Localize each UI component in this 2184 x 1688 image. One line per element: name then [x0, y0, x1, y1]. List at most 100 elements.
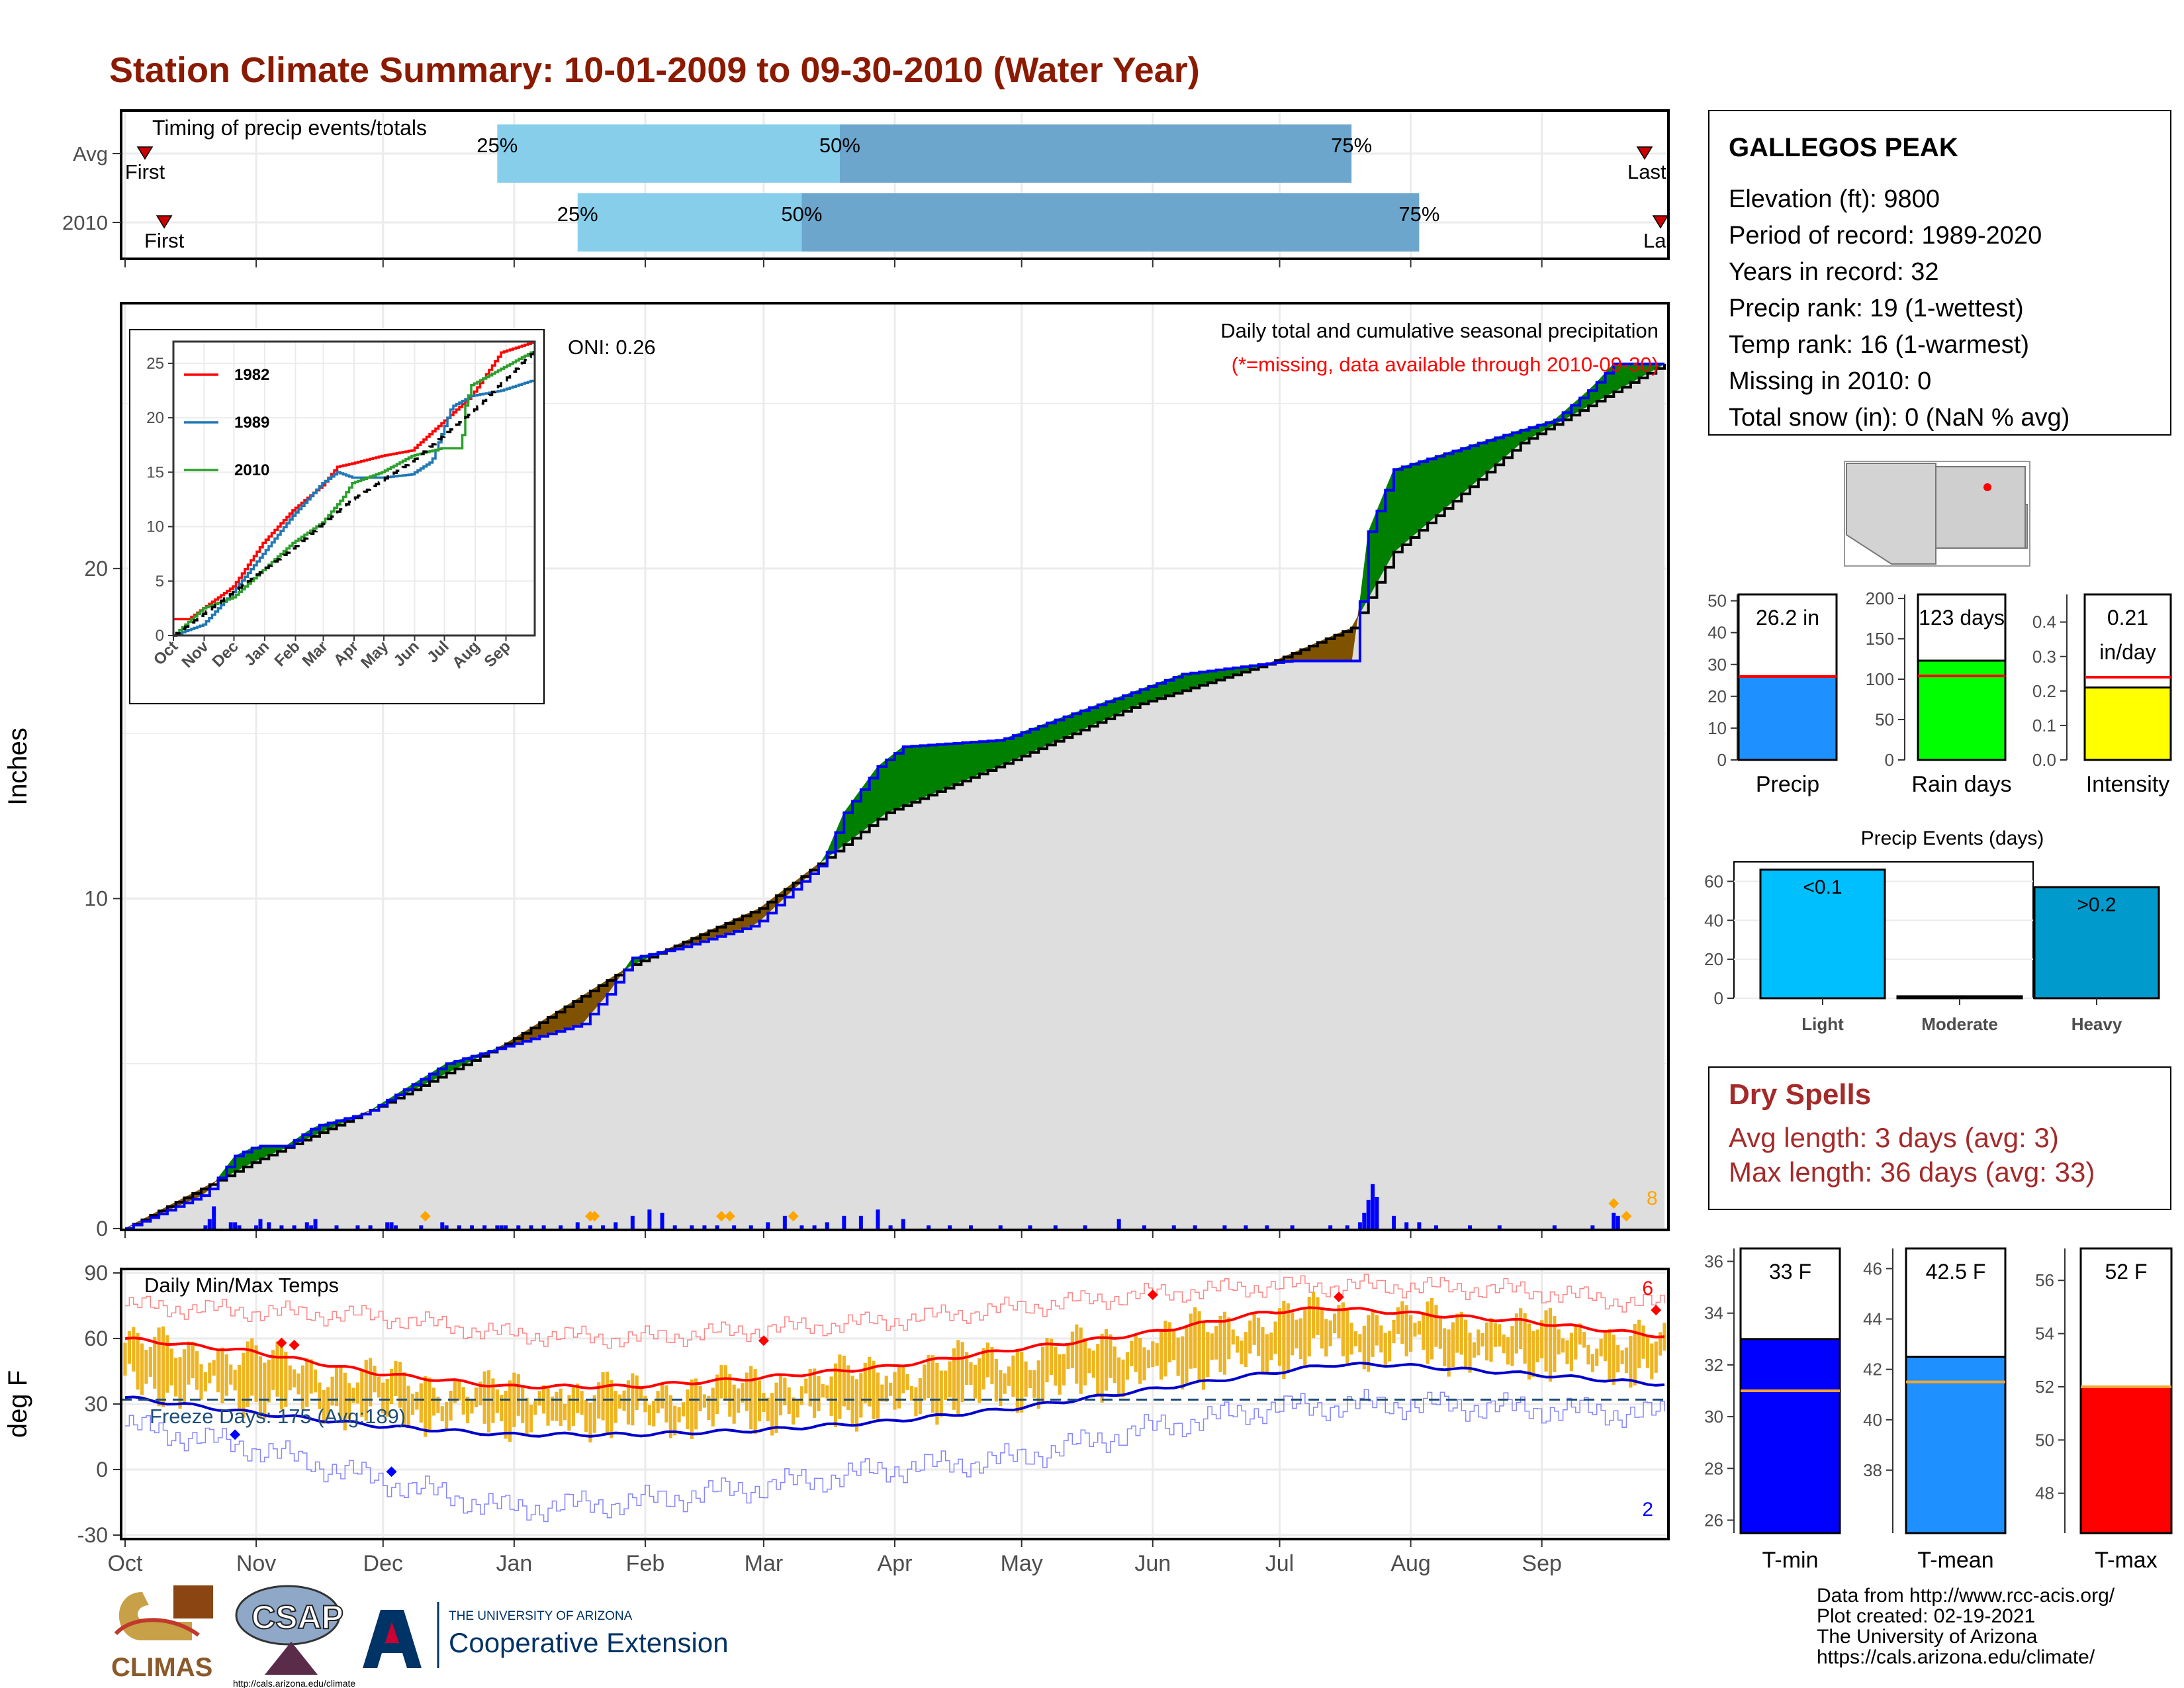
daily-temp-bar	[355, 1382, 360, 1404]
precip-difference-band	[936, 743, 946, 792]
daily-temp-bar	[199, 1364, 203, 1400]
daily-temp-bar	[1218, 1315, 1222, 1372]
csap-mountain	[265, 1642, 318, 1675]
daily-precip-bar	[541, 1225, 546, 1229]
daily-temp-bar	[956, 1340, 960, 1416]
daily-temp-bar	[884, 1376, 888, 1402]
daily-temp-bar	[432, 1387, 436, 1416]
daily-temp-bar	[1312, 1291, 1316, 1338]
daily-temp-bar	[728, 1374, 732, 1417]
daily-precip-bar	[1612, 1213, 1616, 1229]
inset-average-line	[173, 351, 535, 637]
daily-precip-bar	[601, 1225, 606, 1229]
daily-precip-bar	[203, 1225, 208, 1229]
daily-temp-bar	[918, 1378, 922, 1415]
daily-temp-bar	[1121, 1359, 1125, 1397]
daily-temp-bar	[842, 1356, 846, 1407]
timing-p75-label: 75%	[1331, 134, 1372, 157]
daily-temp-bar	[1028, 1370, 1032, 1389]
precip-annotation-missing: (*=missing, data available through 2010-…	[1232, 353, 1659, 376]
temps-x-tick-label: Nov	[236, 1551, 276, 1576]
precip-difference-band	[1402, 463, 1412, 546]
small-panel-y-tick-label: 42	[1863, 1360, 1882, 1380]
daily-precip-bar	[1433, 1225, 1438, 1229]
daily-temp-bar	[965, 1352, 969, 1385]
daily-temp-bar	[533, 1401, 537, 1415]
daily-temp-bar	[288, 1365, 292, 1391]
events-y-tick-label: 0	[1714, 988, 1723, 1008]
inset-y-tick-label: 20	[146, 409, 164, 427]
daily-temp-bar	[1506, 1337, 1510, 1365]
small-panel-y-tick-label: 150	[1866, 629, 1894, 649]
record-max-line	[125, 1274, 1665, 1349]
daily-temp-bar	[1527, 1323, 1531, 1380]
daily-temp-bar	[313, 1369, 318, 1393]
daily-temp-bar	[808, 1369, 812, 1407]
precip-difference-band	[970, 741, 980, 778]
timing-row-label: Avg	[73, 142, 108, 165]
daily-temp-bar	[1210, 1333, 1214, 1360]
daily-temp-bar	[445, 1401, 449, 1430]
daily-precip-bar	[368, 1225, 373, 1229]
temps-x-tick-label: Apr	[878, 1551, 913, 1576]
daily-temp-bar	[1553, 1316, 1557, 1372]
climas-logo-text: CLIMAS	[111, 1653, 212, 1682]
daily-temp-bar	[686, 1389, 690, 1429]
daily-temp-bar	[1248, 1320, 1252, 1354]
first-event-label: First	[144, 229, 185, 252]
daily-temp-bar	[893, 1372, 897, 1410]
daily-temp-bar	[169, 1348, 173, 1385]
daily-temp-bar	[559, 1388, 563, 1426]
small-panel-y-tick-label: 0.2	[2032, 681, 2056, 701]
daily-temp-bar	[868, 1356, 872, 1407]
daily-temp-bar	[525, 1397, 529, 1436]
daily-temp-bar	[825, 1385, 829, 1399]
daily-temp-bar	[571, 1385, 575, 1426]
small-panel-value-bar	[1739, 1338, 1841, 1534]
daily-temp-bar	[1358, 1334, 1362, 1352]
daily-temp-bar	[224, 1354, 228, 1396]
daily-temp-bar	[1422, 1312, 1426, 1350]
daily-temp-bar	[474, 1387, 478, 1407]
daily-temp-bar	[347, 1383, 351, 1419]
small-panel-y-tick-label: 30	[1704, 1407, 1723, 1427]
daily-temp-bar	[144, 1350, 148, 1384]
daily-temp-bar	[293, 1369, 296, 1387]
daily-temp-bar	[263, 1362, 267, 1419]
daily-temp-bar	[1434, 1305, 1438, 1347]
daily-temp-bar	[833, 1363, 838, 1427]
daily-temp-bar	[1633, 1324, 1637, 1386]
daily-precip-bar	[969, 1225, 974, 1229]
daily-precip-bar	[766, 1222, 770, 1229]
daily-precip-bar	[1028, 1225, 1032, 1229]
daily-temp-bar	[1180, 1336, 1185, 1389]
temps-title: Daily Min/Max Temps	[144, 1274, 339, 1297]
daily-temp-bar	[1349, 1323, 1353, 1355]
snow-event-marker	[716, 1211, 727, 1222]
timing-p50-label: 50%	[781, 203, 822, 226]
small-panel-y-tick-label: 32	[1704, 1355, 1723, 1375]
daily-temp-bar	[1036, 1360, 1040, 1409]
small-panel-label: Rain days	[1911, 772, 2011, 797]
daily-temp-bar	[1468, 1333, 1472, 1373]
daily-temp-bar	[1130, 1340, 1134, 1367]
daily-precip-bar	[1371, 1184, 1375, 1229]
precip-difference-band	[1427, 455, 1437, 524]
daily-temp-bar	[563, 1403, 567, 1421]
daily-precip-bar	[825, 1222, 829, 1229]
record-high-marker	[1333, 1291, 1344, 1303]
daily-precip-bar	[499, 1225, 504, 1229]
daily-temp-bar	[1345, 1309, 1349, 1365]
precip-difference-band	[979, 740, 989, 775]
daily-temp-bar	[673, 1405, 677, 1436]
daily-precip-bar	[334, 1225, 339, 1229]
daily-temp-bar	[537, 1391, 541, 1406]
daily-temp-bar	[622, 1390, 626, 1411]
daily-precip-bar	[309, 1225, 314, 1229]
daily-temp-bar	[322, 1389, 326, 1424]
small-panel-value-label: 42.5 F	[1926, 1260, 1986, 1284]
daily-precip-bar	[1116, 1219, 1121, 1229]
daily-temp-bar	[1379, 1325, 1383, 1353]
daily-temp-bar	[1066, 1344, 1070, 1369]
daily-precip-bar	[1375, 1197, 1379, 1229]
